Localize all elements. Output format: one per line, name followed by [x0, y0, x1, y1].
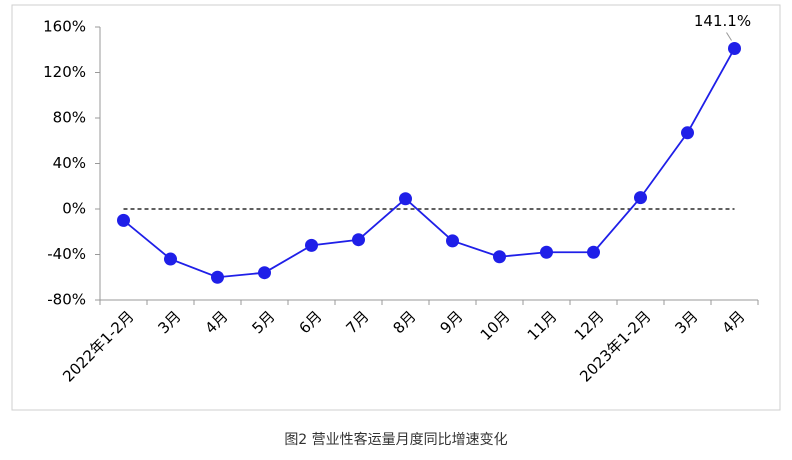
- data-point: [352, 233, 365, 247]
- data-point: [587, 245, 600, 259]
- data-point: [681, 126, 694, 140]
- chart-title: 图2 营业性客运量月度同比增速变化: [284, 431, 507, 448]
- data-point: [728, 41, 741, 55]
- data-point: [164, 252, 177, 266]
- data-point: [211, 270, 224, 284]
- data-label: 141.1%: [694, 12, 751, 30]
- data-point: [258, 266, 271, 280]
- y-tick-label: -40%: [47, 245, 86, 263]
- data-point: [446, 234, 459, 248]
- data-point: [305, 238, 318, 252]
- data-point: [540, 245, 553, 259]
- series-line: [122, 48, 736, 279]
- y-tick-label: 160%: [43, 18, 86, 36]
- y-tick-label: 80%: [53, 109, 86, 127]
- data-point: [493, 250, 506, 264]
- data-point: [399, 192, 412, 206]
- data-point: [634, 191, 647, 205]
- data-point: [117, 213, 130, 227]
- y-tick-label: 120%: [43, 63, 86, 81]
- y-tick-label: -80%: [47, 291, 86, 309]
- y-tick-label: 0%: [62, 200, 86, 218]
- label-leader: [726, 32, 732, 41]
- y-tick-label: 40%: [53, 154, 86, 172]
